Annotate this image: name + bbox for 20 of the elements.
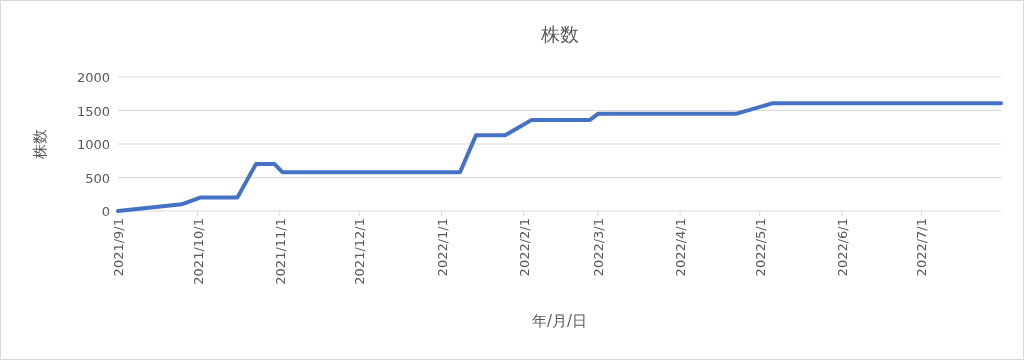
x-axis-title: 年/月/日 — [531, 312, 588, 330]
y-tick-label: 0 — [101, 204, 110, 219]
x-tick-label: 2021/12/1 — [352, 218, 368, 285]
y-axis-title: 株数 — [31, 129, 49, 160]
x-tick-label: 2021/9/1 — [111, 218, 126, 277]
x-tick-label: 2021/10/1 — [190, 218, 206, 285]
x-tick-label: 2022/1/1 — [434, 218, 450, 277]
chart-title: 株数 — [539, 23, 579, 45]
x-tick-label: 2022/2/1 — [516, 218, 532, 277]
x-tick-label: 2022/6/1 — [834, 218, 850, 277]
x-tick-label: 2022/5/1 — [752, 218, 768, 277]
y-tick-label: 2000 — [76, 70, 110, 85]
x-tick-label: 2022/4/1 — [673, 218, 689, 277]
x-tick-label: 2022/3/1 — [590, 218, 606, 277]
y-tick-label: 1000 — [76, 137, 110, 152]
x-tick-label: 2022/7/1 — [914, 218, 930, 277]
y-tick-label: 500 — [85, 170, 110, 186]
x-tick-label: 2021/11/1 — [272, 218, 288, 285]
line-series — [116, 101, 1003, 213]
y-tick-label: 1500 — [76, 103, 110, 119]
